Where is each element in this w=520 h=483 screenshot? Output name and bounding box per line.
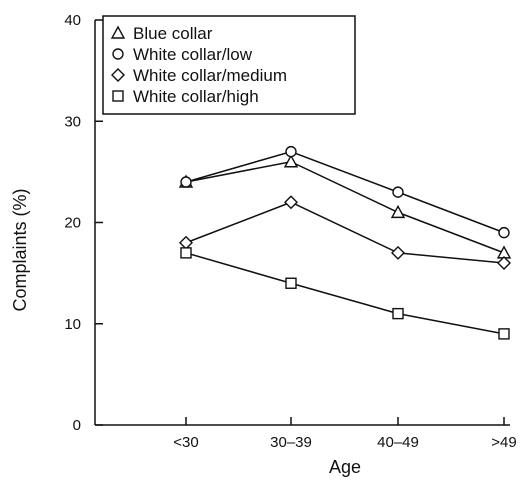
y-tick-label: 30 bbox=[64, 113, 81, 130]
data-point-diamond bbox=[179, 235, 193, 250]
data-point-square bbox=[285, 277, 297, 289]
legend-marker-square bbox=[112, 90, 124, 102]
legend-label: White collar/medium bbox=[133, 66, 287, 85]
series-line bbox=[185, 252, 505, 335]
data-point-triangle bbox=[283, 154, 299, 168]
data-point-circle bbox=[498, 226, 510, 239]
data-point-square bbox=[498, 328, 510, 340]
legend-label: White collar/high bbox=[133, 87, 259, 106]
series-line bbox=[185, 150, 505, 234]
series-circle bbox=[180, 145, 510, 239]
series-square bbox=[180, 247, 510, 340]
legend-marker-triangle bbox=[110, 25, 126, 39]
data-point-triangle bbox=[390, 204, 406, 219]
series-diamond bbox=[179, 195, 511, 270]
data-point-diamond bbox=[497, 256, 511, 270]
data-point-circle bbox=[392, 186, 404, 198]
series-triangle bbox=[178, 154, 512, 259]
data-point-square bbox=[180, 247, 192, 259]
data-point-diamond bbox=[284, 195, 298, 210]
x-tick-label: >49 bbox=[491, 434, 516, 451]
legend-label: White collar/low bbox=[133, 45, 253, 64]
y-axis-label: Complaints (%) bbox=[10, 188, 30, 311]
data-point-square bbox=[392, 307, 404, 320]
data-point-diamond bbox=[391, 245, 405, 260]
data-point-circle bbox=[285, 145, 297, 158]
series-group bbox=[178, 145, 512, 340]
y-tick-label: 40 bbox=[64, 12, 81, 29]
legend: Blue collar White collar/low White collar/… bbox=[102, 15, 356, 115]
y-tick-label: 0 bbox=[73, 417, 81, 434]
legend-marker-circle bbox=[112, 48, 124, 60]
x-tick-label: <30 bbox=[173, 434, 198, 451]
x-axis-label: Age bbox=[329, 457, 361, 477]
legend-box bbox=[102, 15, 356, 115]
y-ticks: 0 10 20 30 40 bbox=[64, 12, 103, 434]
y-tick-label: 10 bbox=[64, 316, 81, 333]
legend-marker-diamond bbox=[111, 68, 125, 82]
x-ticks: <30 30–39 40–49 >49 bbox=[173, 417, 517, 451]
y-tick-label: 20 bbox=[64, 215, 81, 232]
x-tick-label: 30–39 bbox=[270, 434, 312, 451]
x-tick-label: 40–49 bbox=[377, 434, 419, 451]
legend-label: Blue collar bbox=[133, 24, 213, 43]
data-point-circle bbox=[180, 176, 192, 188]
series-line bbox=[185, 160, 505, 254]
series-line bbox=[185, 201, 505, 264]
